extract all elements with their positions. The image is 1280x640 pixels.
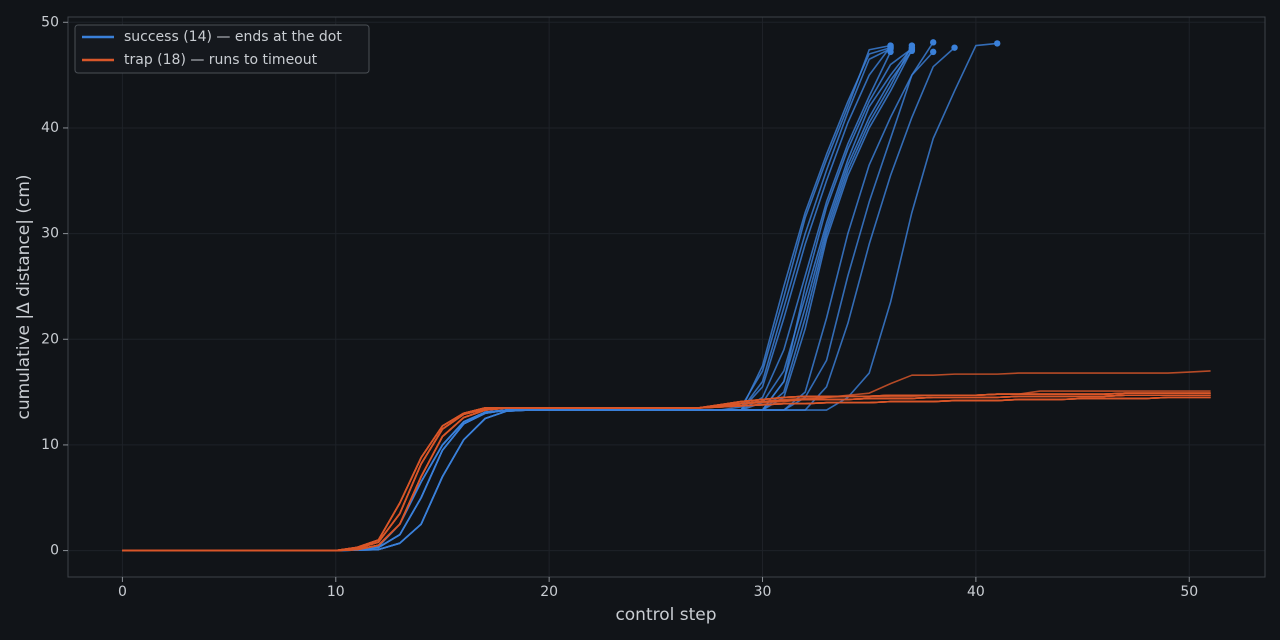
y-tick-label: 30 bbox=[41, 226, 59, 242]
legend-label: success (14) — ends at the dot bbox=[124, 29, 342, 45]
plot-area bbox=[122, 39, 1211, 552]
y-tick-label: 40 bbox=[41, 120, 59, 136]
x-tick-label: 20 bbox=[540, 584, 558, 600]
end-dot bbox=[930, 39, 937, 46]
plot-frame bbox=[67, 16, 1266, 578]
x-tick-label: 0 bbox=[118, 584, 127, 600]
x-tick-label: 40 bbox=[967, 584, 985, 600]
end-dot bbox=[951, 44, 958, 51]
x-tick-label: 50 bbox=[1180, 584, 1198, 600]
legend: success (14) — ends at the dot trap (18) … bbox=[74, 24, 370, 74]
run-line bbox=[122, 394, 1211, 552]
end-dot bbox=[908, 45, 916, 52]
x-tick-label: 30 bbox=[754, 584, 772, 600]
legend-label: trap (18) — runs to timeout bbox=[124, 52, 318, 68]
x-axis-label: control step bbox=[615, 605, 716, 625]
end-dot bbox=[887, 43, 894, 50]
y-tick-label: 0 bbox=[50, 543, 59, 559]
end-dot bbox=[930, 48, 937, 56]
y-tick-label: 20 bbox=[41, 331, 59, 347]
x-tick-label: 10 bbox=[327, 584, 345, 600]
end-dot bbox=[994, 40, 1001, 47]
y-tick-label: 10 bbox=[41, 437, 59, 453]
legend-frame bbox=[74, 24, 370, 74]
y-axis-label: cumulative |Δ distance| (cm) bbox=[14, 174, 34, 419]
y-tick-label: 50 bbox=[41, 14, 59, 30]
